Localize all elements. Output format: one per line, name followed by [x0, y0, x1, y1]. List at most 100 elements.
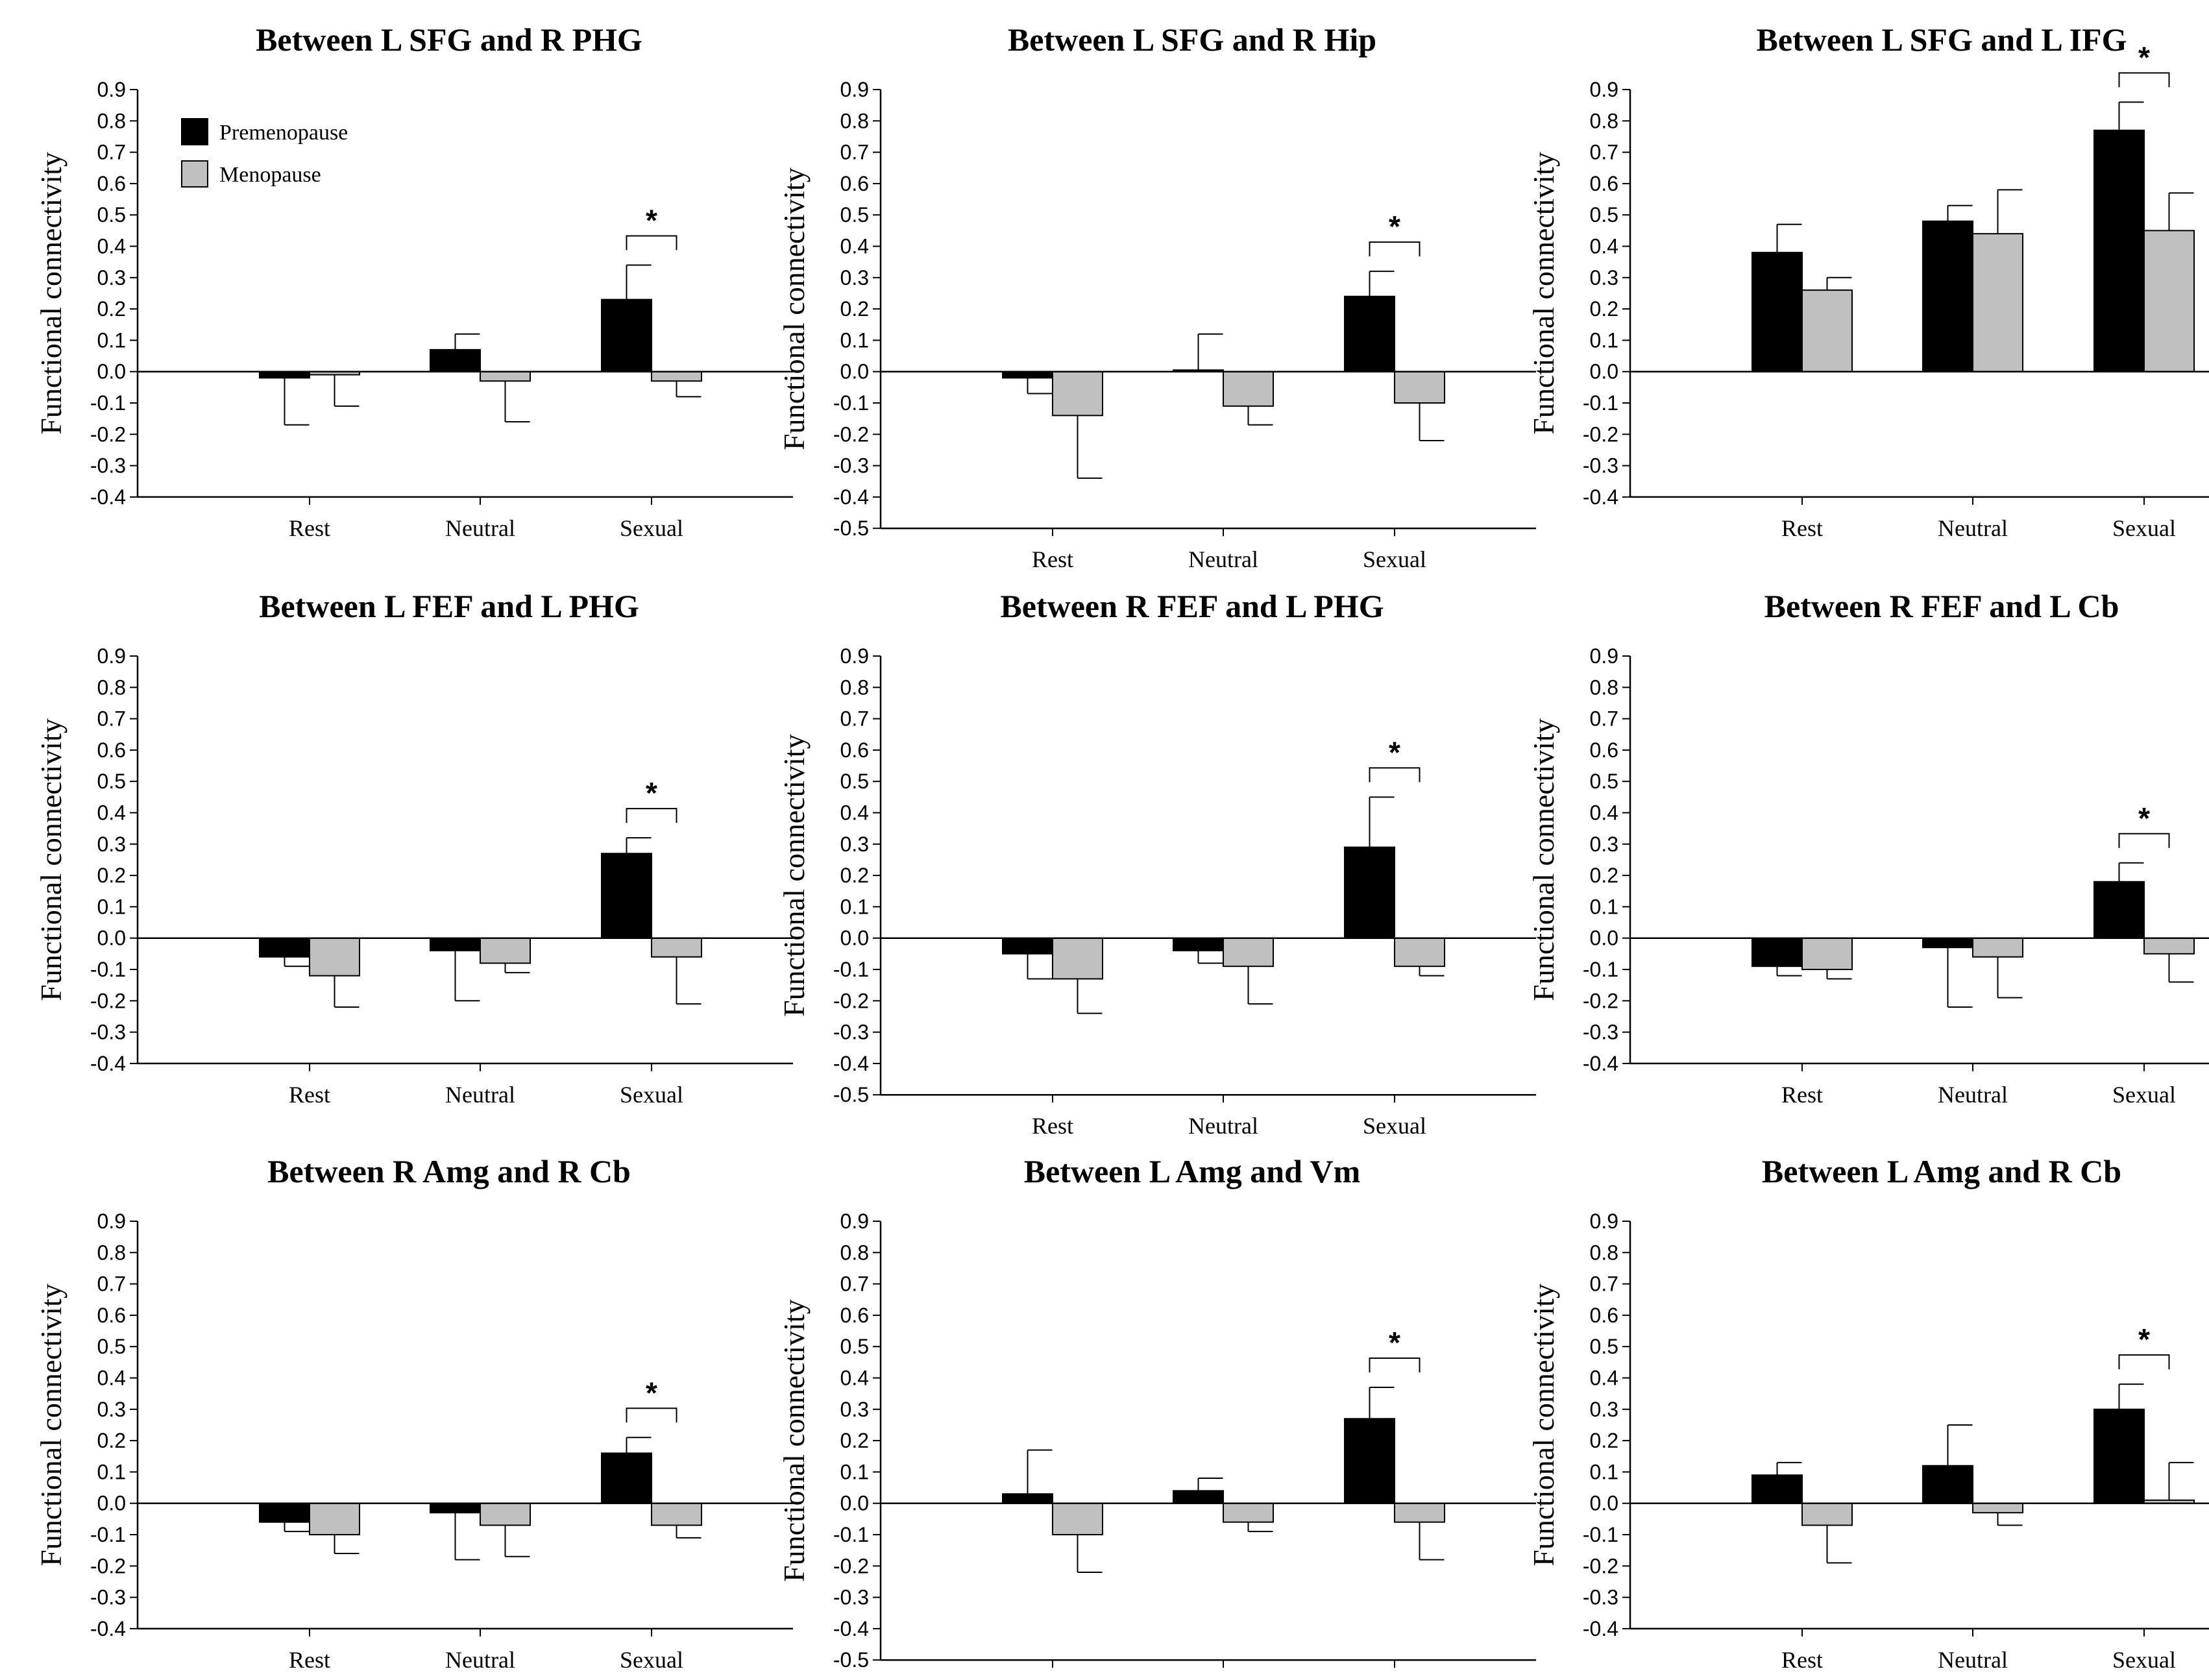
panel-title: Between L Amg and R Cb	[1762, 1153, 2121, 1189]
y-axis-label: Functional connectivity	[34, 152, 67, 435]
bar-menopause-neutral	[1223, 371, 1274, 407]
y-tick-label: 0.7	[1590, 1272, 1618, 1296]
y-tick-label: 0.9	[1590, 78, 1618, 101]
y-tick-label: -0.2	[1583, 989, 1618, 1012]
y-tick-label: 0.5	[97, 1335, 126, 1358]
y-tick-label: 0.6	[840, 1304, 869, 1327]
y-tick-label: 0.3	[840, 833, 869, 856]
bar-premenopause-sexual	[2093, 881, 2145, 939]
bar-premenopause-sexual	[2093, 1408, 2145, 1504]
significance-bracket	[1369, 767, 1421, 783]
y-tick-label: 0.5	[840, 1335, 869, 1358]
y-tick-label: 0.0	[1590, 1492, 1618, 1515]
y-tick-label: -0.2	[90, 1554, 126, 1577]
x-tick-label: Rest	[289, 515, 330, 541]
y-tick-label: 0.4	[97, 801, 126, 825]
y-tick-label: 0.6	[97, 1304, 126, 1327]
y-tick-label: 0.8	[840, 1241, 869, 1264]
y-tick-label: 0.2	[1590, 297, 1618, 321]
y-tick-label: 0.7	[1590, 707, 1618, 731]
y-axis-label: Functional connectivity	[1527, 1284, 1560, 1566]
y-tick-label: 0.1	[1590, 1460, 1618, 1483]
significance-bracket	[626, 808, 677, 823]
y-tick-label: 0.5	[840, 770, 869, 793]
bar-premenopause-sexual	[1344, 295, 1395, 372]
significance-star: *	[2138, 40, 2150, 74]
y-tick-label: 0.3	[1590, 266, 1618, 289]
y-tick-label: -0.4	[90, 1052, 126, 1075]
y-tick-label: 0.5	[840, 203, 869, 226]
y-tick-label: -0.2	[1583, 422, 1618, 446]
x-tick-label: Rest	[1032, 1113, 1073, 1139]
bar-menopause-sexual	[2143, 937, 2195, 955]
y-tick-label: 0.7	[840, 1272, 869, 1296]
significance-bracket	[1369, 241, 1421, 257]
significance-bracket	[2118, 1354, 2170, 1370]
significance-bracket	[626, 1407, 677, 1423]
bar-premenopause-rest	[1751, 937, 1803, 968]
significance-star: *	[2138, 801, 2150, 835]
significance-bracket	[2118, 72, 2170, 88]
y-tick-label: 0.7	[97, 1272, 126, 1296]
bar-menopause-rest	[309, 1502, 360, 1535]
significance-star: *	[2138, 1322, 2150, 1356]
y-tick-label: -0.3	[833, 1021, 869, 1044]
y-tick-label: 0.4	[97, 1367, 126, 1390]
y-tick-label: -0.5	[833, 1648, 869, 1672]
x-tick-label: Neutral	[1188, 1113, 1258, 1139]
y-tick-label: -0.1	[90, 1523, 126, 1546]
y-tick-label: 0.8	[97, 1241, 126, 1264]
panel-4: Between L FEF and L PHG Functional connec…	[34, 588, 793, 1108]
bar-premenopause-rest	[1002, 937, 1053, 955]
bar-premenopause-rest	[259, 937, 310, 958]
y-tick-label: 0.5	[1590, 770, 1618, 793]
y-tick-label: 0.5	[97, 770, 126, 793]
y-tick-label: 0.4	[840, 1367, 869, 1390]
bar-menopause-sexual	[651, 1502, 702, 1526]
y-tick-label: 0.1	[97, 895, 126, 918]
x-tick-label: Rest	[1781, 1647, 1823, 1673]
y-tick-label: -0.1	[1583, 1523, 1618, 1546]
y-tick-label: 0.4	[840, 235, 869, 258]
y-tick-label: 0.7	[840, 141, 869, 164]
bar-premenopause-sexual	[601, 1452, 652, 1504]
bar-menopause-rest	[1052, 1502, 1103, 1535]
x-tick-label: Neutral	[445, 1647, 515, 1673]
y-tick-label: -0.4	[1583, 485, 1618, 509]
bar-menopause-rest	[1052, 371, 1103, 417]
y-tick-label: -0.1	[1583, 958, 1618, 981]
panel-3: Between L SFG and L IFG Functional connec…	[1527, 21, 2209, 541]
y-tick-label: 0.1	[840, 1460, 869, 1483]
bar-premenopause-rest	[1002, 1493, 1053, 1504]
significance-star: *	[646, 776, 657, 810]
bar-menopause-rest	[1801, 289, 1853, 372]
y-tick-label: 0.1	[840, 328, 869, 352]
x-tick-label: Rest	[289, 1647, 330, 1673]
significance-bracket	[1369, 1357, 1421, 1372]
y-tick-label: -0.3	[1583, 1021, 1618, 1044]
y-tick-label: -0.2	[833, 989, 869, 1012]
y-tick-label: -0.1	[1583, 391, 1618, 415]
y-tick-label: 0.3	[97, 266, 126, 289]
x-tick-label: Sexual	[2112, 1082, 2176, 1108]
panel-title: Between L SFG and R Hip	[1008, 21, 1376, 58]
bar-premenopause-neutral	[1922, 220, 1973, 372]
y-tick-label: 0.2	[1590, 864, 1618, 887]
bar-premenopause-rest	[1002, 371, 1053, 379]
y-tick-label: -0.4	[833, 1617, 869, 1640]
y-tick-label: 0.3	[840, 266, 869, 289]
bar-premenopause-rest	[259, 371, 310, 379]
y-tick-label: 0.3	[97, 833, 126, 856]
legend-swatch-premenopause	[181, 118, 208, 145]
y-tick-label: 0.9	[97, 1210, 126, 1233]
bar-menopause-sexual	[1394, 371, 1445, 404]
significance-star: *	[646, 203, 657, 237]
x-tick-label: Neutral	[1938, 515, 2008, 541]
panel-9: Between L Amg and R Cb Functional connect…	[1527, 1153, 2209, 1673]
y-tick-label: 0.9	[97, 644, 126, 668]
panel-5: Between R FEF and L PHG Functional connec…	[777, 588, 1536, 1139]
y-tick-label: 0.6	[97, 738, 126, 762]
panel-title: Between L SFG and R PHG	[256, 21, 642, 58]
y-tick-label: -0.4	[90, 1617, 126, 1640]
y-axis-label: Functional connectivity	[777, 167, 811, 450]
